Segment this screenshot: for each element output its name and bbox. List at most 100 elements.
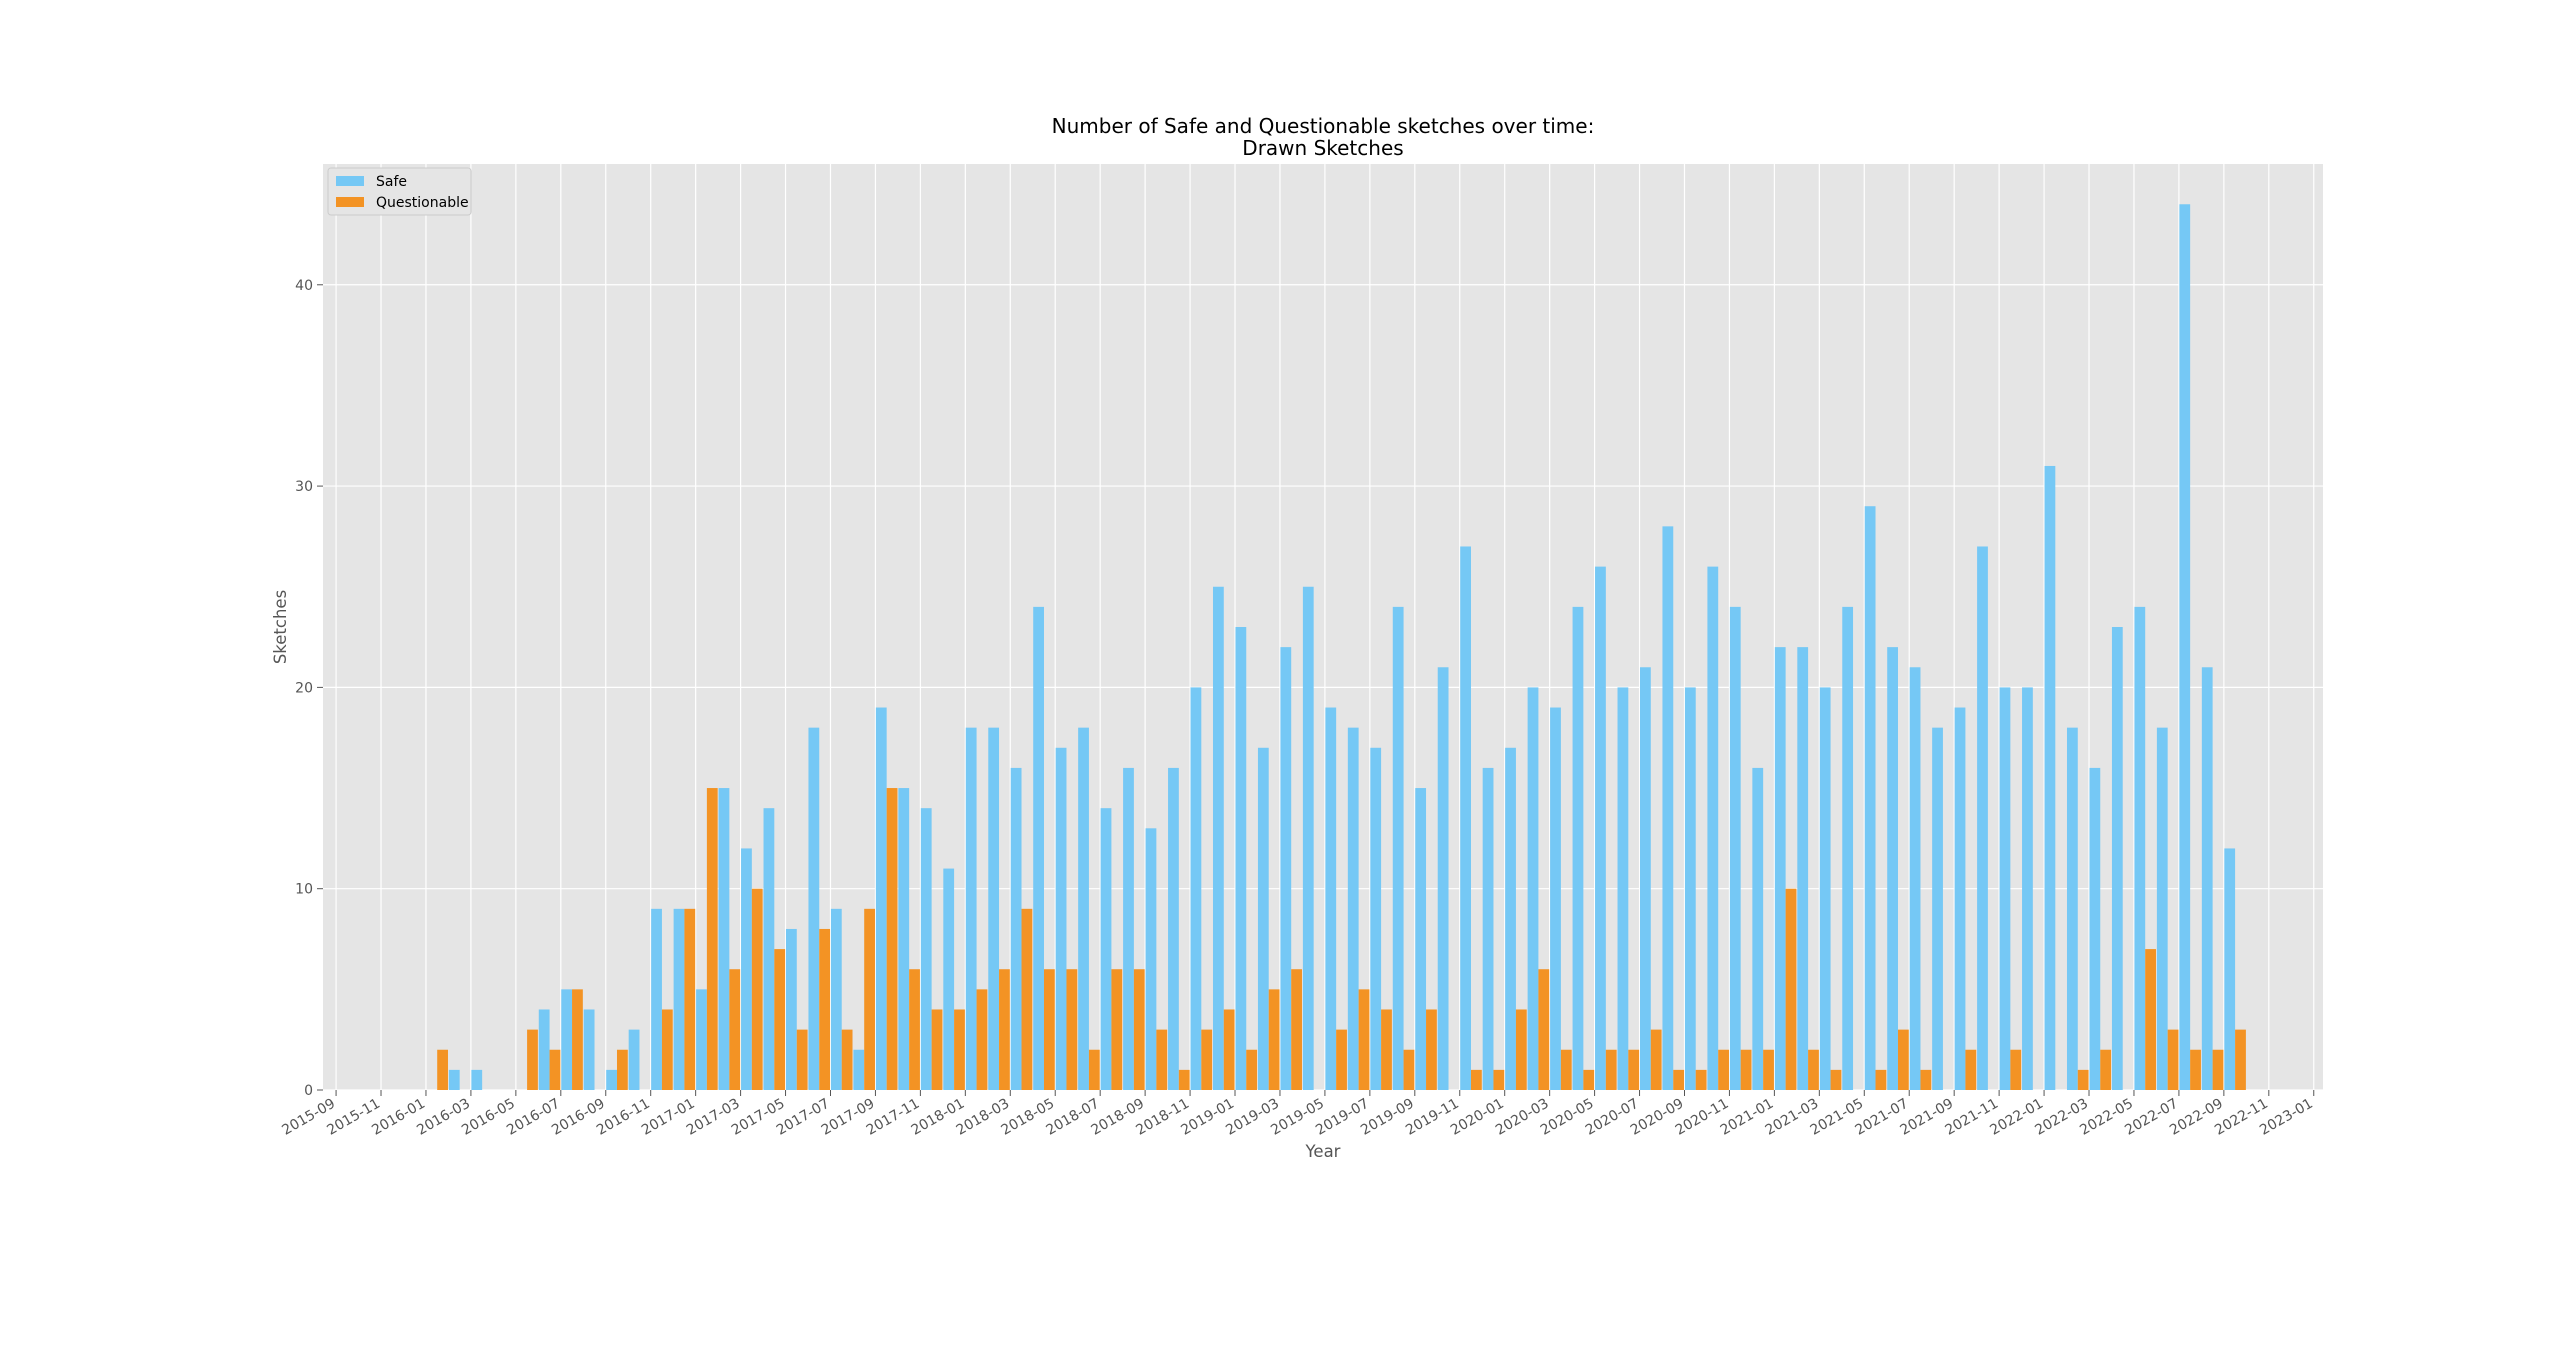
bar-questionable	[1808, 1049, 1819, 1090]
x-axis: 2015-092015-112016-012016-032016-052016-…	[279, 1090, 2316, 1139]
bar-safe	[1864, 506, 1876, 1090]
bar-questionable	[1066, 969, 1078, 1090]
bar-questionable	[931, 1009, 943, 1090]
bar-questionable	[1763, 1049, 1774, 1090]
bar-safe	[898, 788, 910, 1090]
bar-questionable	[527, 1029, 538, 1090]
bar-safe	[1460, 546, 1471, 1090]
y-tick-label: 30	[295, 479, 313, 495]
bar-questionable	[1875, 1069, 1887, 1090]
bar-safe	[2134, 606, 2146, 1090]
bar-safe	[1729, 606, 1741, 1090]
bar-safe	[538, 1009, 550, 1090]
bar-safe	[1078, 727, 1089, 1090]
bar-questionable	[1470, 1069, 1482, 1090]
bar-questionable	[909, 969, 920, 1090]
bar-questionable	[729, 969, 741, 1090]
bar-questionable	[2167, 1029, 2179, 1090]
bar-safe	[1123, 767, 1134, 1090]
bar-safe	[1370, 747, 1382, 1090]
bar-safe	[1100, 808, 1112, 1090]
bar-questionable	[751, 888, 763, 1090]
bar-questionable	[1920, 1069, 1932, 1090]
bar-questionable	[976, 989, 988, 1090]
bar-questionable	[1358, 989, 1370, 1090]
y-tick-label: 0	[304, 1083, 313, 1099]
grid-lines	[323, 164, 2323, 1091]
bar-questionable	[2010, 1049, 2022, 1090]
legend-swatch-safe	[336, 176, 364, 186]
bar-questionable	[2077, 1069, 2089, 1090]
bar-safe	[1662, 526, 1674, 1090]
bar-safe	[1235, 627, 1247, 1090]
bar-safe	[1033, 606, 1044, 1090]
bar-safe	[1302, 586, 1314, 1090]
legend: Safe Questionable	[327, 167, 472, 216]
bar-questionable	[1493, 1069, 1505, 1090]
bar-questionable	[886, 788, 898, 1090]
bar-safe	[628, 1029, 640, 1090]
bar-safe	[1977, 546, 1988, 1090]
bar-safe	[785, 928, 797, 1090]
bar-questionable	[864, 908, 875, 1090]
bar-questionable	[1830, 1069, 1842, 1090]
bar-safe	[763, 808, 775, 1090]
bar-safe	[2179, 204, 2191, 1090]
bar-questionable	[796, 1029, 808, 1090]
bar-questionable	[954, 1009, 965, 1090]
bar-safe	[696, 989, 707, 1090]
bar-safe	[1617, 687, 1629, 1090]
bar-safe	[1752, 767, 1764, 1090]
bar-safe	[1482, 767, 1494, 1090]
bar-safe	[965, 727, 977, 1090]
bar-questionable	[1336, 1029, 1347, 1090]
bar-safe	[1010, 767, 1022, 1090]
bar-safe	[1572, 606, 1584, 1090]
bar-questionable	[999, 969, 1010, 1090]
bar-safe	[1954, 707, 1966, 1090]
bar-safe	[1999, 687, 2011, 1090]
bar-safe	[1325, 707, 1337, 1090]
bar-safe	[1347, 727, 1359, 1090]
bar-questionable	[661, 1009, 673, 1090]
bar-questionable	[437, 1049, 448, 1090]
bar-safe	[1437, 667, 1449, 1090]
bar-safe	[651, 908, 662, 1090]
bar-questionable	[549, 1049, 561, 1090]
bar-questionable	[1785, 888, 1797, 1090]
bar-questionable	[1088, 1049, 1100, 1090]
bar-questionable	[2190, 1049, 2201, 1090]
bar-safe	[920, 808, 932, 1090]
bar-safe	[1932, 727, 1943, 1090]
bar-safe	[1257, 747, 1269, 1090]
bar-questionable	[1403, 1049, 1415, 1090]
bar-questionable	[684, 908, 696, 1090]
bar-questionable	[1965, 1049, 1977, 1090]
bar-questionable	[1673, 1069, 1685, 1090]
bar-safe	[606, 1069, 617, 1090]
bar-questionable	[1583, 1069, 1595, 1090]
bar-safe	[1505, 747, 1516, 1090]
bar-safe	[1392, 606, 1404, 1090]
bar-safe	[988, 727, 1000, 1090]
legend-label-safe: Safe	[376, 174, 407, 190]
bar-safe	[808, 727, 820, 1090]
bar-safe	[1212, 586, 1224, 1090]
bar-questionable	[841, 1029, 853, 1090]
bar-safe	[853, 1049, 865, 1090]
bar-safe	[1707, 566, 1719, 1090]
bar-safe	[2089, 767, 2101, 1090]
bar-questionable	[1246, 1049, 1258, 1090]
bar-questionable	[1381, 1009, 1392, 1090]
bar-questionable	[1718, 1049, 1729, 1090]
bar-questionable	[572, 989, 583, 1090]
bar-safe	[830, 908, 842, 1090]
chart-subtitle: Drawn Sketches	[1242, 136, 1403, 160]
bar-safe	[2201, 667, 2213, 1090]
bar-safe	[1415, 788, 1427, 1090]
bar-questionable	[1223, 1009, 1235, 1090]
y-tick-label: 20	[295, 680, 313, 696]
bar-safe	[1887, 647, 1898, 1090]
bar-safe	[2022, 687, 2033, 1090]
y-axis-label: Sketches	[271, 590, 290, 664]
